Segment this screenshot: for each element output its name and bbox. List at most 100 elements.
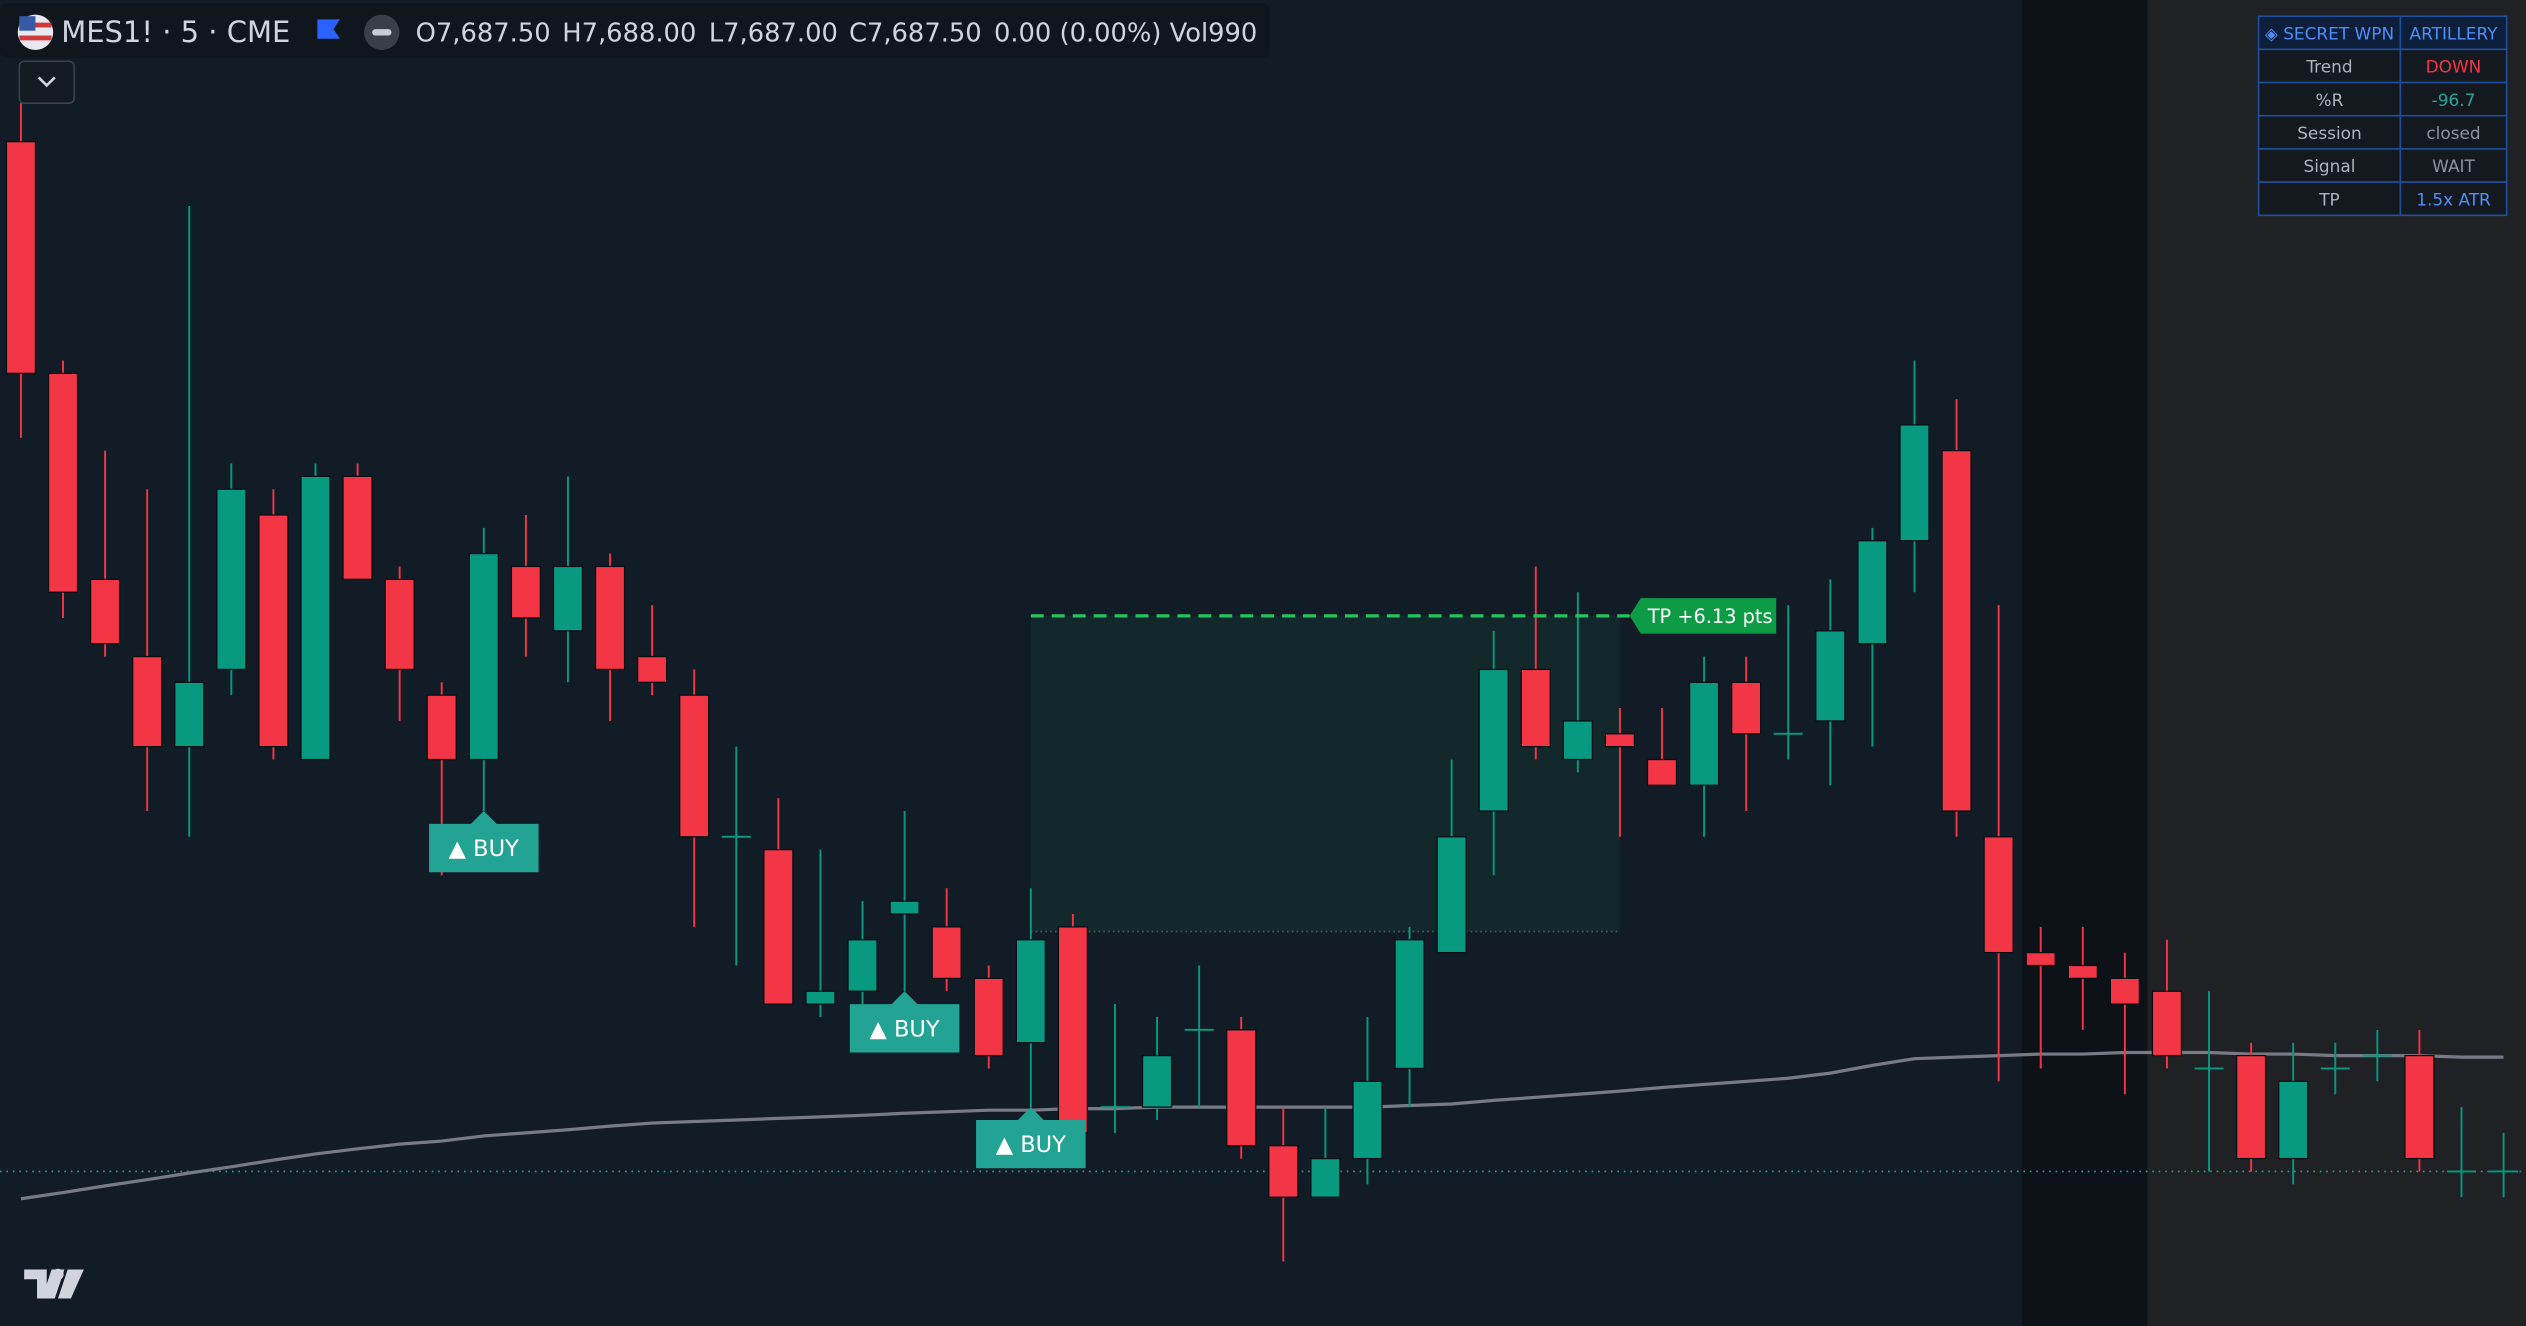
candle-body (1268, 1145, 1299, 1198)
candle-body (973, 977, 1004, 1057)
candle-body (2151, 990, 2183, 1057)
candle-body (931, 926, 962, 980)
candle-body (1057, 926, 1089, 1134)
candle-body (552, 565, 584, 632)
candle-body (2404, 1054, 2435, 1160)
candle-body (1562, 720, 1593, 761)
panel-text: Signal (2303, 156, 2355, 176)
candle-body (1226, 1029, 1257, 1147)
moving-average (20, 1050, 2504, 1201)
header-bar (0, 3, 1270, 59)
candle-body (132, 655, 163, 748)
candle-body (1478, 668, 1509, 812)
candle-body (1184, 1028, 1214, 1031)
panel-cell (2399, 15, 2508, 51)
candle-body (1436, 836, 1467, 954)
session-break (2021, 0, 2148, 1326)
dropdown-button[interactable] (18, 60, 75, 104)
candle-body (1310, 1157, 1341, 1198)
candle-body (1941, 449, 1972, 812)
tp-zone (1030, 615, 1620, 932)
buy-label: ▲ BUY (996, 1132, 1066, 1158)
candle-body (1352, 1080, 1383, 1160)
candle-body (636, 655, 668, 683)
candle-body (889, 900, 920, 915)
logo-dot (52, 1268, 64, 1281)
flag-stripe (19, 22, 52, 28)
panel-text: %R (2316, 90, 2344, 110)
panel-text: closed (2426, 123, 2480, 143)
symbol[interactable]: MES1! · 5 · CME (61, 15, 290, 49)
candle-body (2362, 1054, 2392, 1057)
plot: TP +6.13 pts ▲ BUY ▲ BUY ▲ BUY (0, 103, 2526, 1262)
candle-body (594, 565, 626, 671)
candle-body (721, 835, 751, 838)
candle-body (1857, 540, 1888, 645)
candle-body (89, 578, 121, 645)
candle-body (342, 475, 373, 580)
candle-body (679, 694, 710, 838)
buy-label-box (976, 1107, 1086, 1169)
flag-canton (19, 16, 36, 31)
candle-body (510, 565, 542, 619)
candle-body (763, 849, 794, 1005)
ohlc-value: C7,687.50 (849, 18, 982, 48)
candle-body (2194, 1067, 2224, 1070)
panel-cell (2257, 81, 2402, 117)
candle-body (2278, 1080, 2309, 1160)
candle-body (2446, 1170, 2476, 1173)
candle-body (468, 552, 499, 761)
buy-label: ▲ BUY (449, 836, 519, 862)
candle-body (1394, 939, 1425, 1070)
candle-body (216, 488, 247, 671)
candle-body (5, 141, 37, 375)
candle-body (1731, 681, 1762, 735)
panel-text: Session (2297, 123, 2362, 143)
candle-body (2235, 1054, 2267, 1160)
candle-body (1100, 1106, 1130, 1109)
candle-body (805, 990, 836, 1005)
candle-body (426, 694, 457, 761)
candle-body (47, 372, 79, 593)
candle-body (1983, 836, 2014, 954)
flag-marker[interactable] (317, 19, 340, 39)
candle-body (1815, 630, 1846, 722)
dropdown-chevron (37, 76, 56, 88)
ohlc-value: L7,687.00 (709, 18, 838, 48)
panel-text: -96.7 (2432, 90, 2476, 110)
ohlc-value: Vol990 (1170, 18, 1258, 48)
status-dash (372, 29, 392, 36)
panel-cell (2257, 181, 2402, 217)
candle-body (1604, 733, 1636, 748)
buy-label-box (429, 811, 539, 873)
candle-body (1520, 668, 1551, 748)
session-closed (2147, 0, 2526, 1326)
candle-body (300, 475, 331, 761)
candle-body (2489, 1170, 2519, 1173)
candle-body (1015, 939, 1046, 1044)
candle-body (2067, 964, 2098, 980)
logo (24, 1269, 84, 1299)
candle-body (1899, 424, 1930, 542)
panel-text: DOWN (2426, 57, 2482, 77)
panel-cell (2399, 81, 2508, 117)
candle-body (258, 514, 289, 748)
panel-text: Trend (2305, 57, 2352, 77)
panel-text: WAIT (2432, 156, 2475, 176)
panel-text: TP (2318, 189, 2340, 209)
candle-body (847, 939, 878, 992)
candle-body (2109, 977, 2141, 1005)
status-panel: ◈ SECRET WPN ARTILLERY Trend DOWN %R -96.7 Ses… (2257, 15, 2508, 217)
buy-label: ▲ BUY (869, 1016, 939, 1042)
ohlc-value: O7,687.50 (416, 18, 551, 48)
buy-label-box (849, 991, 960, 1053)
candle-body (1141, 1054, 1173, 1108)
candle-body (1646, 758, 1678, 786)
candle-body (2025, 951, 2056, 967)
panel-text: ◈ SECRET WPN (2265, 23, 2394, 43)
ohlc-value: 0.00 (0.00%) (994, 18, 1162, 48)
candle-body (1688, 681, 1720, 786)
tp-label: TP +6.13 pts (1647, 605, 1773, 628)
